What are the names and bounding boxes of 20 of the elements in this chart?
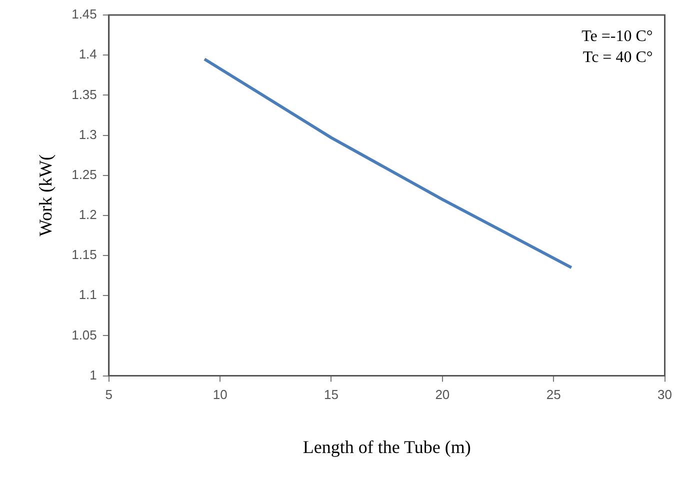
x-tick-label: 15 bbox=[324, 387, 338, 402]
x-tick-label: 5 bbox=[105, 387, 113, 402]
y-tick-label: 1 bbox=[90, 367, 97, 382]
y-axis-title: Work (kW( bbox=[36, 154, 56, 236]
y-tick-label: 1.2 bbox=[78, 207, 97, 222]
y-tick-label: 1.45 bbox=[72, 6, 97, 22]
x-tick-label: 25 bbox=[546, 387, 561, 402]
y-tick-label: 1.4 bbox=[78, 46, 97, 62]
annotation: Tc = 40 C° bbox=[582, 49, 653, 66]
x-tick-label: 10 bbox=[212, 387, 228, 402]
y-tick-label: 1.1 bbox=[78, 287, 97, 302]
x-tick-label: 30 bbox=[658, 387, 672, 402]
x-tick-label: 20 bbox=[435, 387, 450, 402]
y-tick-label: 1.15 bbox=[72, 247, 97, 262]
x-axis-title: Length of the Tube (m) bbox=[302, 436, 471, 457]
y-tick-label: 1.25 bbox=[72, 166, 97, 182]
y-tick-label: 1.3 bbox=[78, 126, 97, 142]
annotation: Te =-10 C° bbox=[582, 28, 653, 46]
y-tick-label: 1.05 bbox=[72, 327, 97, 342]
y-tick-label: 1.35 bbox=[72, 86, 97, 102]
